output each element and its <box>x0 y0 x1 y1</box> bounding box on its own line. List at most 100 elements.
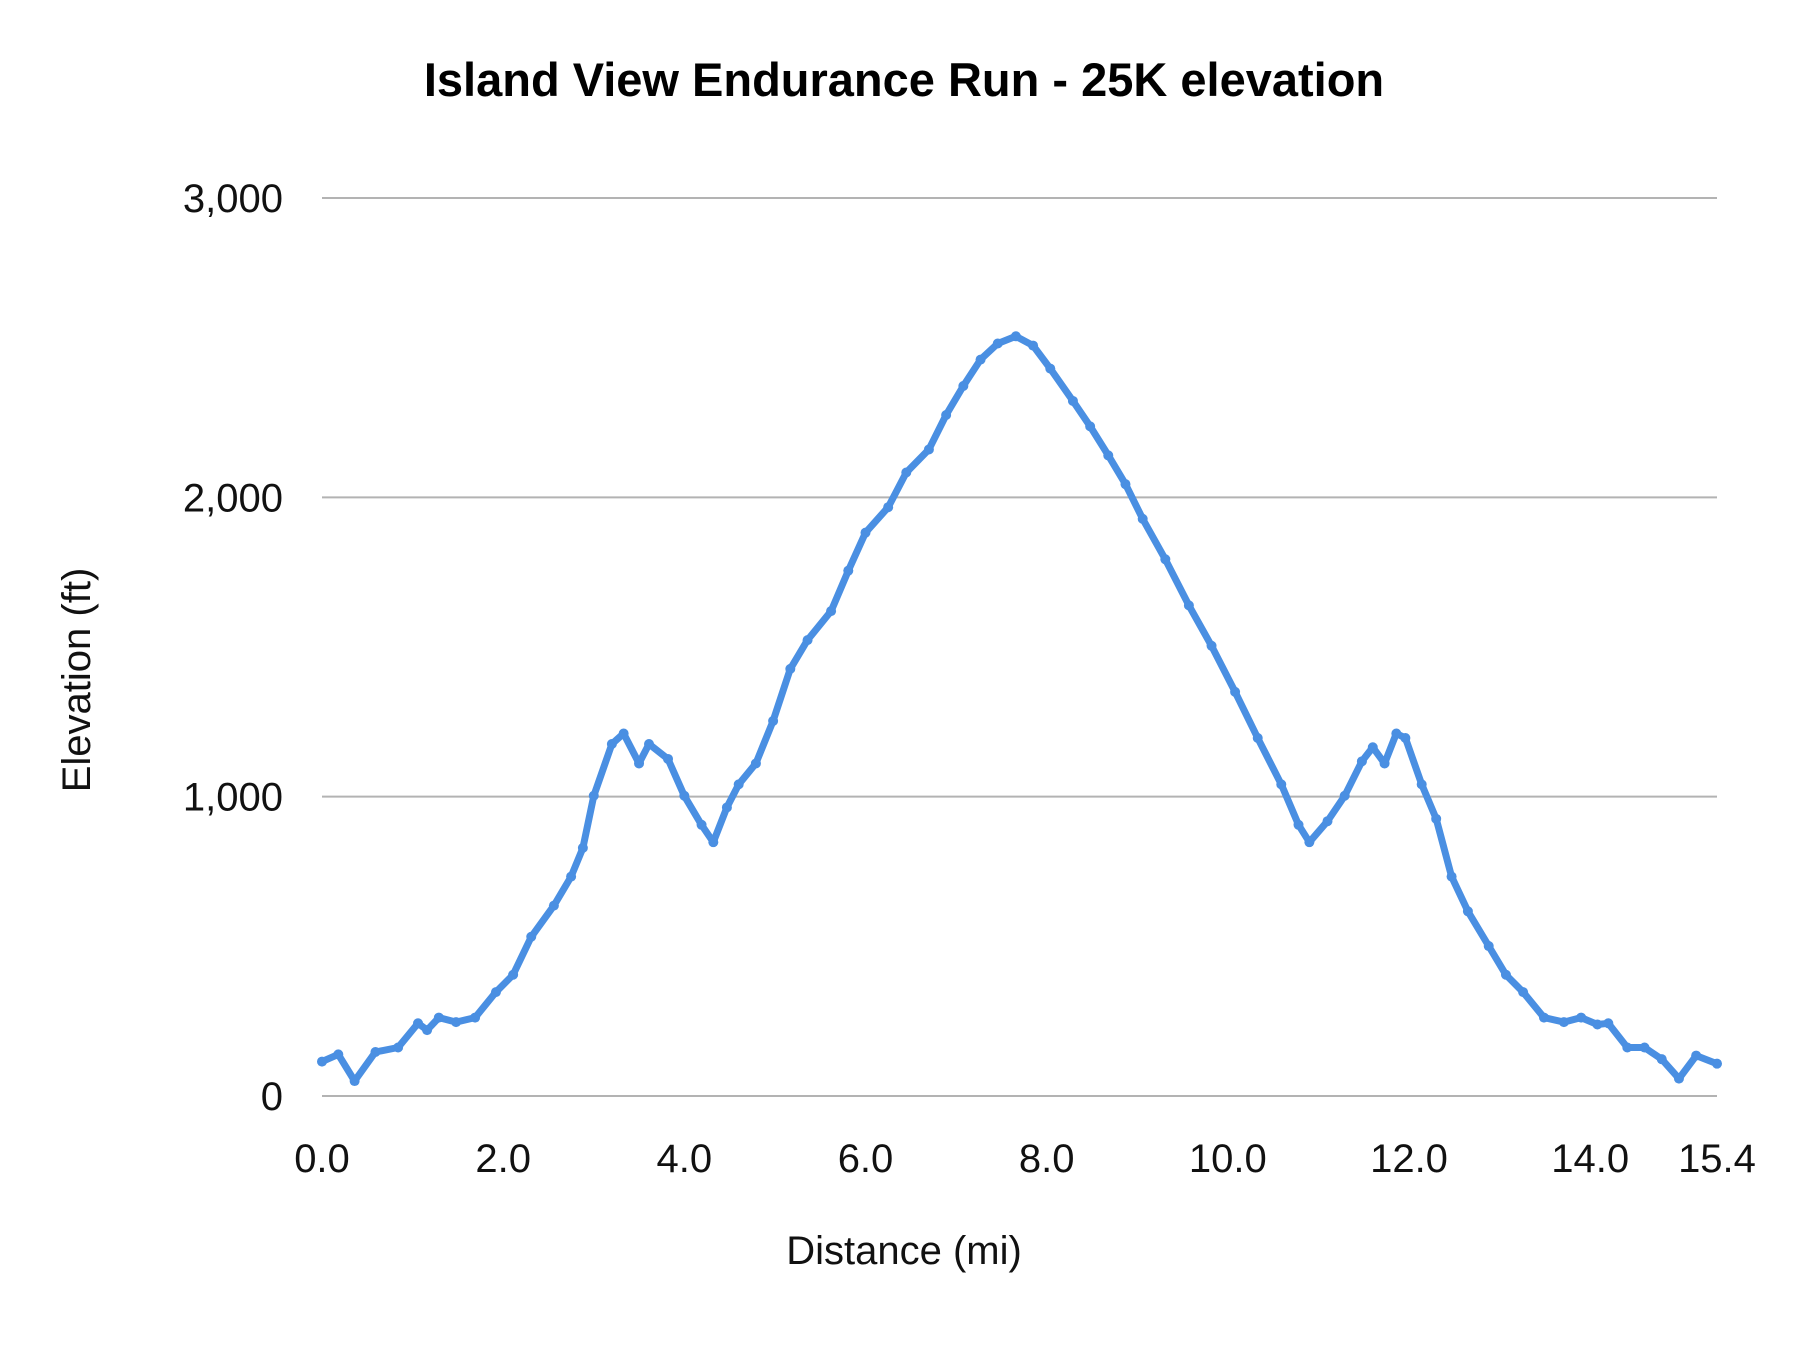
chart-title: Island View Endurance Run - 25K elevatio… <box>424 53 1384 106</box>
data-point <box>1379 758 1390 769</box>
y-tick-label: 2,000 <box>183 476 283 520</box>
data-point <box>1293 819 1304 830</box>
data-point <box>1028 340 1039 351</box>
data-point <box>526 931 537 942</box>
x-tick-label: 10.0 <box>1189 1137 1267 1181</box>
data-point <box>1252 732 1263 743</box>
data-point <box>663 753 674 764</box>
x-tick-label: 8.0 <box>1019 1137 1075 1181</box>
data-point <box>1137 513 1148 524</box>
data-point <box>1304 837 1315 848</box>
data-point <box>422 1025 433 1036</box>
data-point <box>1067 395 1078 406</box>
data-point <box>1416 779 1427 790</box>
x-tick-label: 0.0 <box>294 1137 350 1181</box>
data-point <box>843 565 854 576</box>
data-point <box>1538 1012 1549 1023</box>
data-point <box>1085 421 1096 432</box>
data-point <box>860 527 871 538</box>
data-point <box>1712 1058 1722 1069</box>
data-point <box>634 758 645 769</box>
data-point <box>1367 742 1378 753</box>
data-point <box>548 900 559 911</box>
data-point <box>413 1018 424 1029</box>
y-tick-label: 3,000 <box>183 177 283 221</box>
data-point <box>1400 732 1411 743</box>
y-tick-label: 1,000 <box>183 776 283 820</box>
data-point <box>1160 554 1171 565</box>
data-point <box>1639 1042 1650 1053</box>
data-point <box>679 790 690 801</box>
data-point <box>1500 969 1511 980</box>
data-point <box>1206 640 1217 651</box>
data-point <box>644 738 655 749</box>
data-point <box>1356 756 1367 767</box>
y-tick-labels: 0 1,000 2,000 3,000 <box>183 177 283 1119</box>
data-point <box>923 444 934 455</box>
data-point <box>1010 331 1021 342</box>
data-point <box>433 1012 444 1023</box>
data-point <box>1276 779 1287 790</box>
data-point <box>451 1017 462 1028</box>
elevation-line <box>318 332 1721 1085</box>
data-point <box>370 1046 381 1057</box>
data-point <box>618 728 629 739</box>
data-point <box>566 871 577 882</box>
data-point <box>901 467 912 478</box>
data-point <box>317 1056 327 1067</box>
data-point <box>941 410 952 421</box>
data-point <box>1446 871 1457 882</box>
data-point <box>1045 363 1056 374</box>
data-point <box>490 987 501 998</box>
data-point <box>349 1076 360 1087</box>
data-point <box>1558 1017 1569 1028</box>
x-tick-label: 6.0 <box>838 1137 894 1181</box>
data-point <box>1183 600 1194 611</box>
data-point <box>1656 1054 1667 1065</box>
data-point <box>1603 1018 1614 1029</box>
data-point <box>1483 941 1494 952</box>
data-point <box>1230 686 1241 697</box>
data-point <box>785 663 796 674</box>
gridlines <box>322 197 1717 1097</box>
y-axis-label: Elevation (ft) <box>55 568 99 793</box>
data-point <box>333 1049 344 1060</box>
data-point <box>606 738 617 749</box>
data-point <box>992 338 1003 349</box>
data-point <box>883 502 894 513</box>
elevation-series <box>317 331 1722 1087</box>
data-point <box>508 969 519 980</box>
data-point <box>721 802 732 813</box>
x-tick-labels: 0.0 2.0 4.0 6.0 8.0 10.0 12.0 14.0 15.4 <box>294 1137 1756 1181</box>
data-point <box>1622 1042 1633 1053</box>
data-point <box>1462 906 1473 917</box>
data-point <box>1339 790 1350 801</box>
x-tick-label: 14.0 <box>1551 1137 1629 1181</box>
data-point <box>393 1042 404 1053</box>
data-point <box>696 819 707 830</box>
data-point <box>750 758 761 769</box>
data-point <box>733 779 744 790</box>
y-tick-label: 0 <box>261 1075 283 1119</box>
data-point <box>1103 450 1114 461</box>
data-point <box>470 1012 481 1023</box>
x-axis-label: Distance (mi) <box>786 1229 1022 1273</box>
data-point <box>1592 1019 1603 1030</box>
data-point <box>1576 1012 1587 1023</box>
data-point <box>1431 813 1442 824</box>
data-point <box>958 380 969 391</box>
data-point <box>1120 479 1131 490</box>
data-point <box>1391 728 1402 739</box>
data-point <box>708 837 719 848</box>
data-point <box>577 842 588 853</box>
x-tick-label: 4.0 <box>657 1137 713 1181</box>
x-tick-label: 15.4 <box>1678 1137 1756 1181</box>
data-point <box>975 354 986 365</box>
data-point <box>1673 1073 1684 1084</box>
data-point <box>1691 1050 1702 1061</box>
x-tick-label: 2.0 <box>475 1137 531 1181</box>
data-point <box>1518 987 1529 998</box>
data-point <box>768 715 779 726</box>
